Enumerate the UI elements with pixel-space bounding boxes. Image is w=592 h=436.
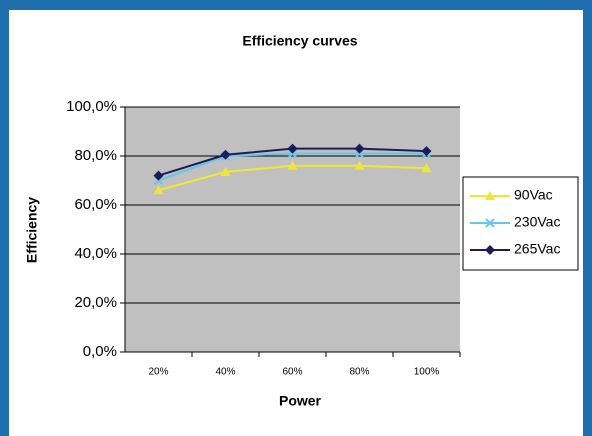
y-tick-label: 80,0% bbox=[74, 147, 117, 164]
y-tick-label: 60,0% bbox=[74, 196, 117, 213]
legend-label: 90Vac bbox=[514, 187, 553, 203]
data-point bbox=[153, 185, 164, 195]
x-tick-label: 80% bbox=[349, 367, 369, 378]
data-point bbox=[153, 170, 164, 181]
y-tick-label: 20,0% bbox=[74, 294, 117, 311]
legend-marker bbox=[485, 245, 495, 255]
data-point bbox=[354, 160, 365, 170]
data-point bbox=[354, 143, 365, 154]
data-point bbox=[421, 146, 432, 157]
legend-label: 265Vac bbox=[514, 241, 560, 257]
y-axis-title: Efficiency bbox=[24, 197, 40, 263]
x-tick-label: 100% bbox=[414, 367, 440, 378]
x-axis-title: Power bbox=[279, 393, 322, 409]
data-point bbox=[220, 166, 231, 176]
legend-marker bbox=[485, 191, 495, 200]
data-point bbox=[287, 160, 298, 170]
x-tick-label: 40% bbox=[215, 367, 235, 378]
y-tick-label: 100,0% bbox=[66, 98, 117, 115]
data-point bbox=[287, 143, 298, 154]
y-tick-label: 0,0% bbox=[83, 343, 117, 360]
legend-marker bbox=[485, 218, 495, 228]
x-tick-label: 60% bbox=[282, 367, 302, 378]
chart-title: Efficiency curves bbox=[242, 33, 357, 49]
y-tick-label: 40,0% bbox=[74, 245, 117, 262]
legend-label: 230Vac bbox=[514, 214, 560, 230]
x-tick-label: 20% bbox=[148, 367, 168, 378]
data-point bbox=[220, 149, 231, 160]
data-point bbox=[421, 163, 432, 173]
